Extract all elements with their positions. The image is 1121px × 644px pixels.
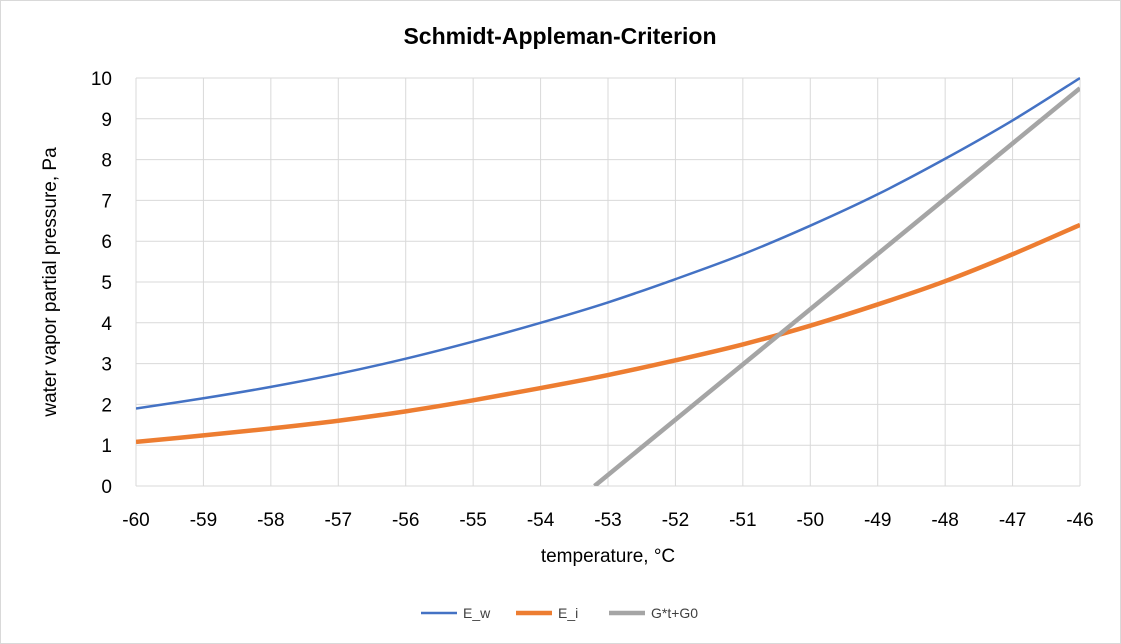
x-tick-label: -60 xyxy=(122,510,149,531)
y-tick-label: 5 xyxy=(101,273,112,294)
x-tick-label: -56 xyxy=(392,510,419,531)
x-tick-label: -46 xyxy=(1066,510,1093,531)
x-tick-label: -52 xyxy=(662,510,689,531)
x-tick-label: -54 xyxy=(527,510,555,531)
x-tick-label: -47 xyxy=(999,510,1026,531)
x-tick-label: -55 xyxy=(459,510,486,531)
x-tick-label: -51 xyxy=(729,510,756,531)
tick-labels: -60 -59 -58 -57 -56 -55 -54 -53 -52 -51 -50 -49 -48 -… xyxy=(91,69,1094,531)
y-tick-label: 10 xyxy=(91,69,112,90)
y-tick-label: 1 xyxy=(101,436,112,457)
series-lines xyxy=(136,76,1080,486)
x-tick-label: -59 xyxy=(190,510,217,531)
y-axis-title: water vapor partial pressure, Pa xyxy=(40,147,61,418)
grid-lines xyxy=(135,77,1081,487)
y-tick-label: 6 xyxy=(101,232,112,253)
legend-label: E_i xyxy=(558,605,578,621)
x-tick-label: -53 xyxy=(594,510,621,531)
y-tick-label: 9 xyxy=(101,110,112,131)
x-tick-label: -48 xyxy=(931,510,958,531)
legend-label: E_w xyxy=(463,605,491,621)
x-tick-label: -50 xyxy=(797,510,824,531)
chart-title: Schmidt-Appleman-Criterion xyxy=(403,23,716,49)
y-tick-label: 7 xyxy=(101,191,112,212)
y-tick-label: 2 xyxy=(101,395,112,416)
y-tick-label: 0 xyxy=(101,477,112,498)
legend-label: G*t+G0 xyxy=(651,605,698,621)
y-tick-label: 4 xyxy=(101,314,112,335)
x-tick-label: -57 xyxy=(325,510,352,531)
series-line-e-w xyxy=(136,76,1080,410)
series-line-e-i xyxy=(136,222,1080,445)
y-tick-label: 3 xyxy=(101,355,112,376)
x-tick-label: -58 xyxy=(257,510,284,531)
x-tick-label: -49 xyxy=(864,510,891,531)
y-tick-label: 8 xyxy=(101,151,112,172)
legend: E_w E_i G*t+G0 xyxy=(421,605,698,621)
series-line-g-t-g0 xyxy=(593,86,1080,486)
x-axis-title: temperature, °C xyxy=(541,546,675,567)
